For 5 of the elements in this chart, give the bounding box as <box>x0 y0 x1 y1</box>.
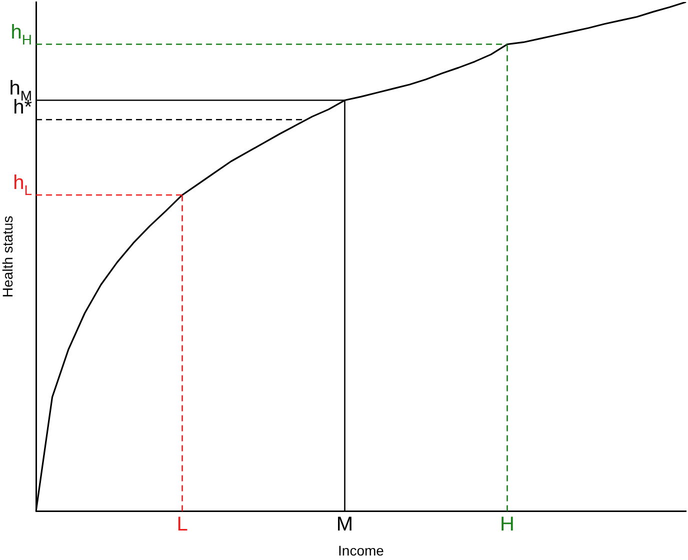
x-tick-label: H <box>500 514 514 536</box>
x-tick-label: M <box>336 514 354 536</box>
x-tick-label: L <box>176 514 188 536</box>
x-axis-title: Income <box>338 542 384 558</box>
y-axis-title: Health status <box>0 216 16 298</box>
